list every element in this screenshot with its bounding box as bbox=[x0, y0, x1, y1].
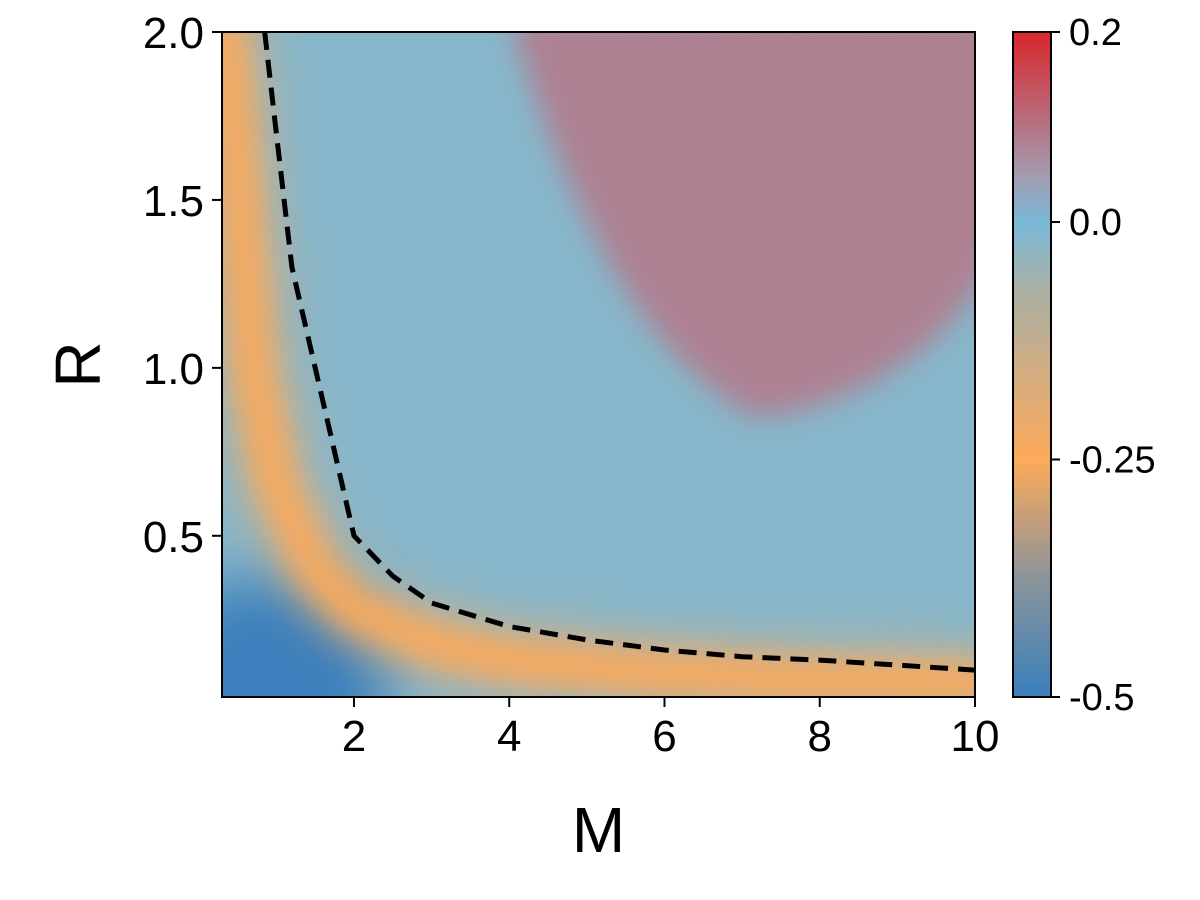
y-tick-label: 2.0 bbox=[143, 9, 204, 58]
x-tick-label: 8 bbox=[808, 712, 832, 761]
x-tick-label: 10 bbox=[951, 712, 1000, 761]
colorbar bbox=[1012, 31, 1052, 698]
colorbar-tick-label: -0.25 bbox=[1069, 440, 1156, 482]
y-axis-label: R bbox=[42, 341, 114, 387]
colorbar-ticks: 0.2 0.0 -0.25 -0.5 bbox=[1051, 12, 1156, 719]
colorbar-tick-label: -0.5 bbox=[1069, 677, 1134, 719]
x-tick-label: 6 bbox=[652, 712, 676, 761]
y-axis: 0.5 1.0 1.5 2.0 bbox=[143, 9, 222, 562]
heatmap-area bbox=[222, 32, 975, 697]
x-axis: 2 4 6 8 10 bbox=[342, 697, 1000, 761]
y-tick-label: 1.0 bbox=[143, 345, 204, 394]
plot-frame bbox=[221, 31, 976, 698]
dashed-boundary-curve bbox=[262, 32, 975, 673]
colorbar-tick-label: 0.0 bbox=[1069, 202, 1122, 244]
y-tick-label: 1.5 bbox=[143, 177, 204, 226]
heatmap-negative-band bbox=[222, 32, 975, 697]
colorbar-tick-label: 0.2 bbox=[1069, 12, 1122, 54]
y-tick-label: 0.5 bbox=[143, 513, 204, 562]
x-axis-label: M bbox=[572, 794, 625, 866]
heatmap-positive-region bbox=[514, 32, 975, 419]
x-tick-label: 4 bbox=[497, 712, 521, 761]
x-tick-label: 2 bbox=[342, 712, 366, 761]
